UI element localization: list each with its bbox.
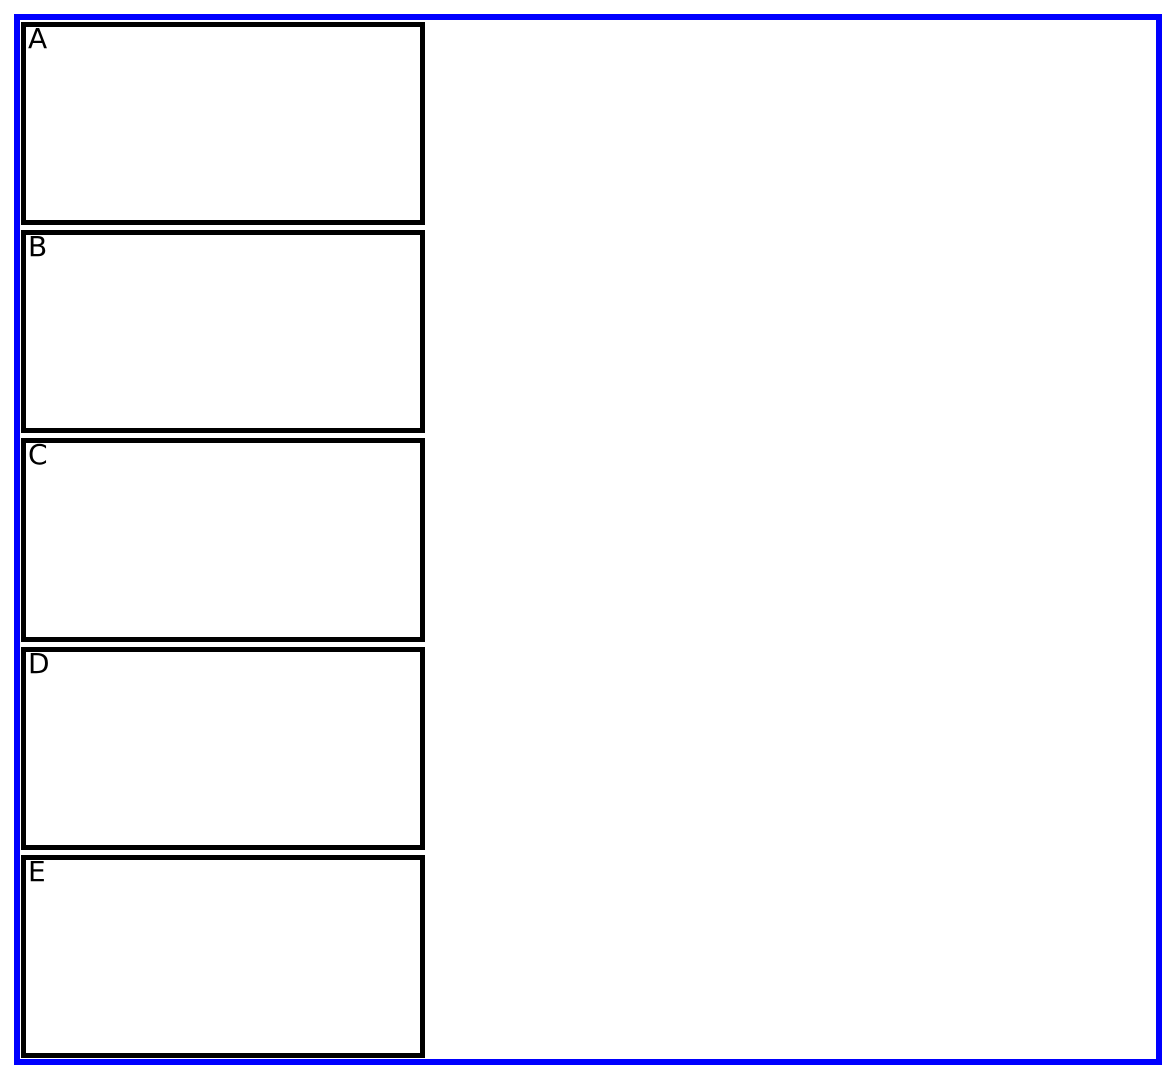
- panel-d: D: [21, 646, 425, 850]
- panel-column: A B C D E: [21, 22, 425, 1059]
- panel-label: A: [28, 22, 48, 55]
- panel-e: E: [21, 854, 425, 1059]
- panel-label: C: [28, 438, 48, 472]
- panel-b: B: [21, 230, 425, 434]
- panel-label: E: [28, 854, 46, 888]
- panel-label: D: [28, 646, 50, 680]
- panel-label: B: [28, 230, 48, 264]
- figure-border: A B C D E: [14, 14, 1162, 1065]
- panel-c: C: [21, 438, 425, 642]
- panel-a: A: [21, 22, 425, 226]
